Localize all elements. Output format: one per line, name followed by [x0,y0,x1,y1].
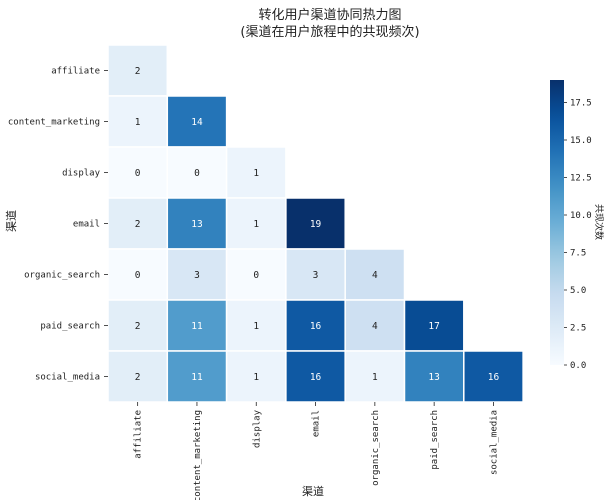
y-axis-label: 渠道 [4,210,18,232]
y-tick-label-email: email [73,220,100,230]
cell-value-affiliate-affiliate: 2 [135,66,141,77]
chart-subtitle: (渠道在用户旅程中的共现频次) [240,24,419,40]
colorbar-tick-label-12.5: 12.5 [570,174,592,184]
colorbar-tick-label-0.0: 0.0 [570,361,586,371]
cell-value-email-content_marketing: 13 [191,219,202,230]
x-axis-label: 渠道 [302,484,324,498]
heatmap-cell-paid_search-content_marketing [166,299,228,352]
heatmap-cell-email-content_marketing [166,197,228,250]
heatmap-cells: 21 140 0 12 13 1 190 3 0 3 42 11 1 16 4 172 11 1 16 1 13 16 [107,44,524,403]
cell-value-paid_search-display: 1 [253,321,259,332]
y-tick-label-organic_search: organic_search [24,271,100,281]
colorbar-tick-label-5.0: 5.0 [570,286,586,296]
cell-value-organic_search-email: 3 [313,270,319,281]
x-tick-label-social_media: social_media [489,410,499,475]
heatmap-cell-organic_search-email [285,248,346,301]
y-tick-label-social_media: social_media [35,373,100,383]
x-tick-label-email: email [312,410,322,437]
cell-value-display-content_marketing: 0 [194,168,200,179]
x-tick-label-content_marketing: content_marketing [193,410,203,500]
heatmap-cell-social_media-social_media [463,350,524,403]
cell-value-organic_search-content_marketing: 3 [194,270,200,281]
cell-value-social_media-paid_search: 13 [428,372,439,383]
colorbar: 0.0 2.5 5.0 7.5 10.0 12.5 15.0 17.5 [550,80,592,371]
heatmap-cell-organic_search-content_marketing [166,248,228,301]
heatmap-cell-social_media-affiliate [107,350,169,403]
heatmap-cell-paid_search-paid_search [403,299,465,352]
y-tick-label-affiliate: affiliate [51,67,100,77]
cell-value-social_media-display: 1 [253,372,259,383]
y-tick-label-paid_search: paid_search [40,322,100,332]
cell-value-organic_search-organic_search: 4 [372,270,378,281]
cell-value-paid_search-affiliate: 2 [135,321,141,332]
cell-value-organic_search-display: 0 [253,270,259,281]
x-tick-label-organic_search: organic_search [371,410,381,486]
cell-value-paid_search-content_marketing: 11 [191,321,203,332]
cell-value-paid_search-email: 16 [310,321,322,332]
colorbar-label: 共现次数 [593,204,605,240]
colorbar-tick-label-17.5: 17.5 [570,99,592,109]
cell-value-paid_search-organic_search: 4 [372,321,378,332]
colorbar-gradient [550,80,564,365]
colorbar-tick-label-2.5: 2.5 [570,324,586,334]
heatmap-cell-email-email [285,197,346,250]
y-tick-label-content_marketing: content_marketing [8,118,100,128]
colorbar-tick-label-15.0: 15.0 [570,136,592,146]
x-tick-label-paid_search: paid_search [430,410,440,470]
heatmap-cell-social_media-content_marketing [166,350,228,403]
cell-value-display-affiliate: 0 [135,168,141,179]
heatmap-cell-display-display [225,146,287,199]
cell-value-social_media-email: 16 [310,372,322,383]
x-tick-label-display: display [252,409,262,448]
cell-value-content_marketing-affiliate: 1 [135,117,141,128]
heatmap-cell-social_media-paid_search [403,350,465,403]
chart-title: 转化用户渠道协同热力图 [258,7,401,23]
y-tick-label-display: display [62,169,101,179]
x-tick-label-affiliate: affiliate [134,410,144,459]
cell-value-paid_search-paid_search: 17 [428,321,439,332]
cell-value-social_media-affiliate: 2 [135,372,141,383]
x-tick-labels: affiliate content_marketing display email or… [134,402,499,500]
cell-value-email-email: 19 [310,219,322,230]
cell-value-social_media-organic_search: 1 [372,372,378,383]
heatmap-cell-paid_search-email [285,299,346,352]
colorbar-tick-label-10.0: 10.0 [570,211,592,221]
heatmap-cell-paid_search-organic_search [344,299,406,352]
cell-value-email-affiliate: 2 [135,219,141,230]
colorbar-tick-label-7.5: 7.5 [570,249,586,259]
cell-value-content_marketing-content_marketing: 14 [191,117,203,128]
cell-value-display-display: 1 [253,168,259,179]
cell-value-organic_search-affiliate: 0 [135,270,141,281]
heatmap-cell-content_marketing-affiliate [107,95,169,148]
cell-value-email-display: 1 [253,219,259,230]
cell-value-social_media-content_marketing: 11 [191,372,203,383]
heatmap-cell-paid_search-display [225,299,287,352]
cell-value-social_media-social_media: 16 [488,372,500,383]
